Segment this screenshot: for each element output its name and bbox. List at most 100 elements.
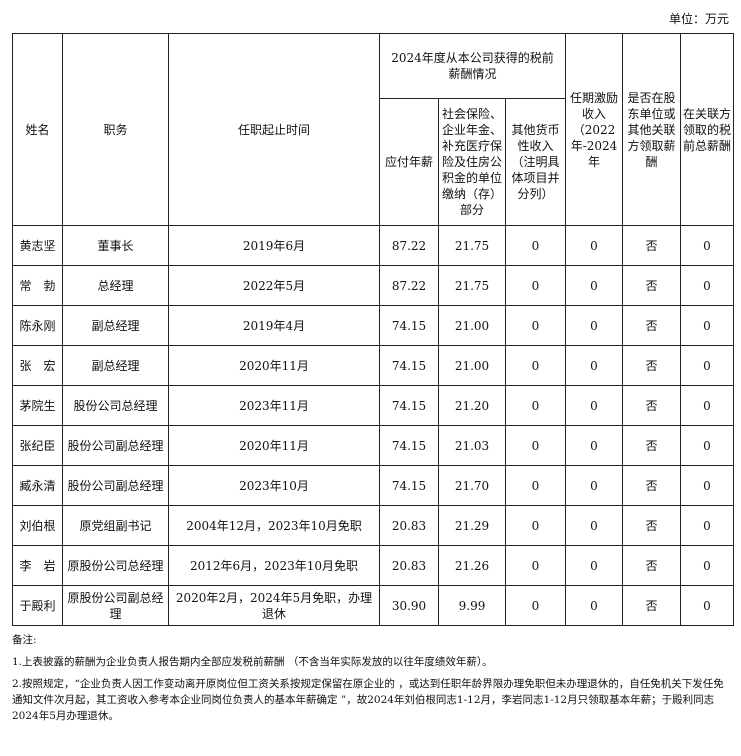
cell-annual: 74.15 xyxy=(379,305,439,346)
cell-related: 0 xyxy=(680,265,734,306)
cell-shareholder: 否 xyxy=(622,505,681,546)
cell-other: 0 xyxy=(505,545,566,586)
cell-social: 21.20 xyxy=(438,385,506,426)
cell-annual: 74.15 xyxy=(379,465,439,506)
cell-annual: 20.83 xyxy=(379,505,439,546)
cell-annual: 74.15 xyxy=(379,425,439,466)
cell-position: 董事长 xyxy=(62,225,169,266)
cell-incentive: 0 xyxy=(565,345,623,386)
cell-shareholder: 否 xyxy=(622,465,681,506)
cell-annual: 20.83 xyxy=(379,545,439,586)
cell-related: 0 xyxy=(680,425,734,466)
table-row: 茅院生 股份公司总经理 2023年11月 74.15 21.20 0 0 否 0 xyxy=(12,385,734,426)
cell-social: 21.75 xyxy=(438,265,506,306)
cell-term: 2019年6月 xyxy=(168,225,380,266)
cell-other: 0 xyxy=(505,345,566,386)
cell-annual: 30.90 xyxy=(379,585,439,626)
cell-shareholder: 否 xyxy=(622,425,681,466)
cell-term: 2004年12月，2023年10月免职 xyxy=(168,505,380,546)
cell-social: 21.00 xyxy=(438,305,506,346)
cell-term: 2019年4月 xyxy=(168,305,380,346)
cell-shareholder: 否 xyxy=(622,345,681,386)
cell-name: 李 岩 xyxy=(12,545,63,586)
cell-incentive: 0 xyxy=(565,425,623,466)
header-shareholder: 是否在股东单位或其他关联方领取薪酬 xyxy=(622,33,681,226)
cell-name: 臧永清 xyxy=(12,465,63,506)
cell-position: 副总经理 xyxy=(62,305,169,346)
cell-related: 0 xyxy=(680,225,734,266)
header-group: 2024年度从本公司获得的税前薪酬情况 xyxy=(379,33,566,99)
header-term: 任职起止时间 xyxy=(168,33,380,226)
cell-position: 原党组副书记 xyxy=(62,505,169,546)
cell-shareholder: 否 xyxy=(622,585,681,626)
cell-position: 副总经理 xyxy=(62,345,169,386)
cell-social: 21.03 xyxy=(438,425,506,466)
cell-term: 2022年5月 xyxy=(168,265,380,306)
cell-incentive: 0 xyxy=(565,265,623,306)
header-other: 其他货币性收入（注明具体项目并分列） xyxy=(505,98,566,226)
cell-shareholder: 否 xyxy=(622,545,681,586)
cell-position: 股份公司副总经理 xyxy=(62,465,169,506)
cell-other: 0 xyxy=(505,265,566,306)
cell-social: 21.00 xyxy=(438,345,506,386)
cell-term: 2020年2月，2024年5月免职，办理退休 xyxy=(168,585,380,626)
cell-other: 0 xyxy=(505,425,566,466)
table-row: 张 宏副总经理 2020年11月 74.15 21.00 0 0 否 0 xyxy=(12,345,734,386)
salary-table: 姓名 职务 任职起止时间 2024年度从本公司获得的税前薪酬情况 任期激励收入（… xyxy=(12,33,734,626)
cell-name: 刘伯根 xyxy=(12,505,63,546)
cell-incentive: 0 xyxy=(565,585,623,626)
cell-annual: 87.22 xyxy=(379,265,439,306)
table-row: 臧永清 股份公司副总经理 2023年10月 74.15 21.70 0 0 否 0 xyxy=(12,465,734,506)
cell-social: 21.29 xyxy=(438,505,506,546)
cell-other: 0 xyxy=(505,225,566,266)
header-related: 在关联方领取的税前总薪酬 xyxy=(680,33,734,226)
cell-incentive: 0 xyxy=(565,305,623,346)
cell-social: 21.75 xyxy=(438,225,506,266)
table-row: 黄志坚 董事长 2019年6月 87.22 21.75 0 0 否 0 xyxy=(12,225,734,266)
cell-name: 张纪臣 xyxy=(12,425,63,466)
unit-label: 单位：万元 xyxy=(668,12,729,26)
table-row: 刘伯根 原党组副书记 2004年12月，2023年10月免职 20.83 21.29 0 0… xyxy=(12,505,734,546)
cell-position: 原股份公司总经理 xyxy=(62,545,169,586)
cell-term: 2020年11月 xyxy=(168,425,380,466)
cell-name: 茅院生 xyxy=(12,385,63,426)
header-name: 姓名 xyxy=(12,33,63,226)
cell-annual: 74.15 xyxy=(379,385,439,426)
cell-position: 总经理 xyxy=(62,265,169,306)
cell-incentive: 0 xyxy=(565,545,623,586)
header-incentive: 任期激励收入（2022年-2024年 xyxy=(565,33,623,226)
cell-related: 0 xyxy=(680,465,734,506)
table-row: 陈永刚 副总经理 2019年4月 74.15 21.00 0 0 否 0 xyxy=(12,305,734,346)
cell-related: 0 xyxy=(680,305,734,346)
cell-position: 原股份公司副总经理 xyxy=(62,585,169,626)
cell-other: 0 xyxy=(505,585,566,626)
table-row: 李 岩原股份公司总经理 2012年6月，2023年10月免职 20.83 21.26 0… xyxy=(12,545,734,586)
cell-social: 21.26 xyxy=(438,545,506,586)
cell-other: 0 xyxy=(505,505,566,546)
cell-related: 0 xyxy=(680,505,734,546)
cell-other: 0 xyxy=(505,305,566,346)
cell-name: 张 宏 xyxy=(12,345,63,386)
header-annual: 应付年薪 xyxy=(379,98,439,226)
cell-annual: 74.15 xyxy=(379,345,439,386)
cell-term: 2023年11月 xyxy=(168,385,380,426)
cell-position: 股份公司总经理 xyxy=(62,385,169,426)
table-row: 于殿利 原股份公司副总经理 2020年2月，2024年5月免职，办理退休 30.90 9… xyxy=(12,585,734,626)
cell-incentive: 0 xyxy=(565,465,623,506)
cell-other: 0 xyxy=(505,465,566,506)
cell-term: 2023年10月 xyxy=(168,465,380,506)
cell-related: 0 xyxy=(680,585,734,626)
cell-other: 0 xyxy=(505,385,566,426)
header-social: 社会保险、企业年金、补充医疗保险及住房公积金的单位缴纳（存）部分 xyxy=(438,98,506,226)
cell-annual: 87.22 xyxy=(379,225,439,266)
cell-shareholder: 否 xyxy=(622,305,681,346)
cell-incentive: 0 xyxy=(565,505,623,546)
cell-position: 股份公司副总经理 xyxy=(62,425,169,466)
header-position: 职务 xyxy=(62,33,169,226)
note-2: 2.按照规定，“企业负责人因工作变动离开原岗位但工资关系按规定保留在原企业的 ，… xyxy=(12,678,724,722)
cell-shareholder: 否 xyxy=(622,265,681,306)
table-row: 常 勃总经理 2022年5月 87.22 21.75 0 0 否 0 xyxy=(12,265,734,306)
cell-social: 21.70 xyxy=(438,465,506,506)
cell-term: 2020年11月 xyxy=(168,345,380,386)
notes-title: 备注: xyxy=(12,634,37,646)
